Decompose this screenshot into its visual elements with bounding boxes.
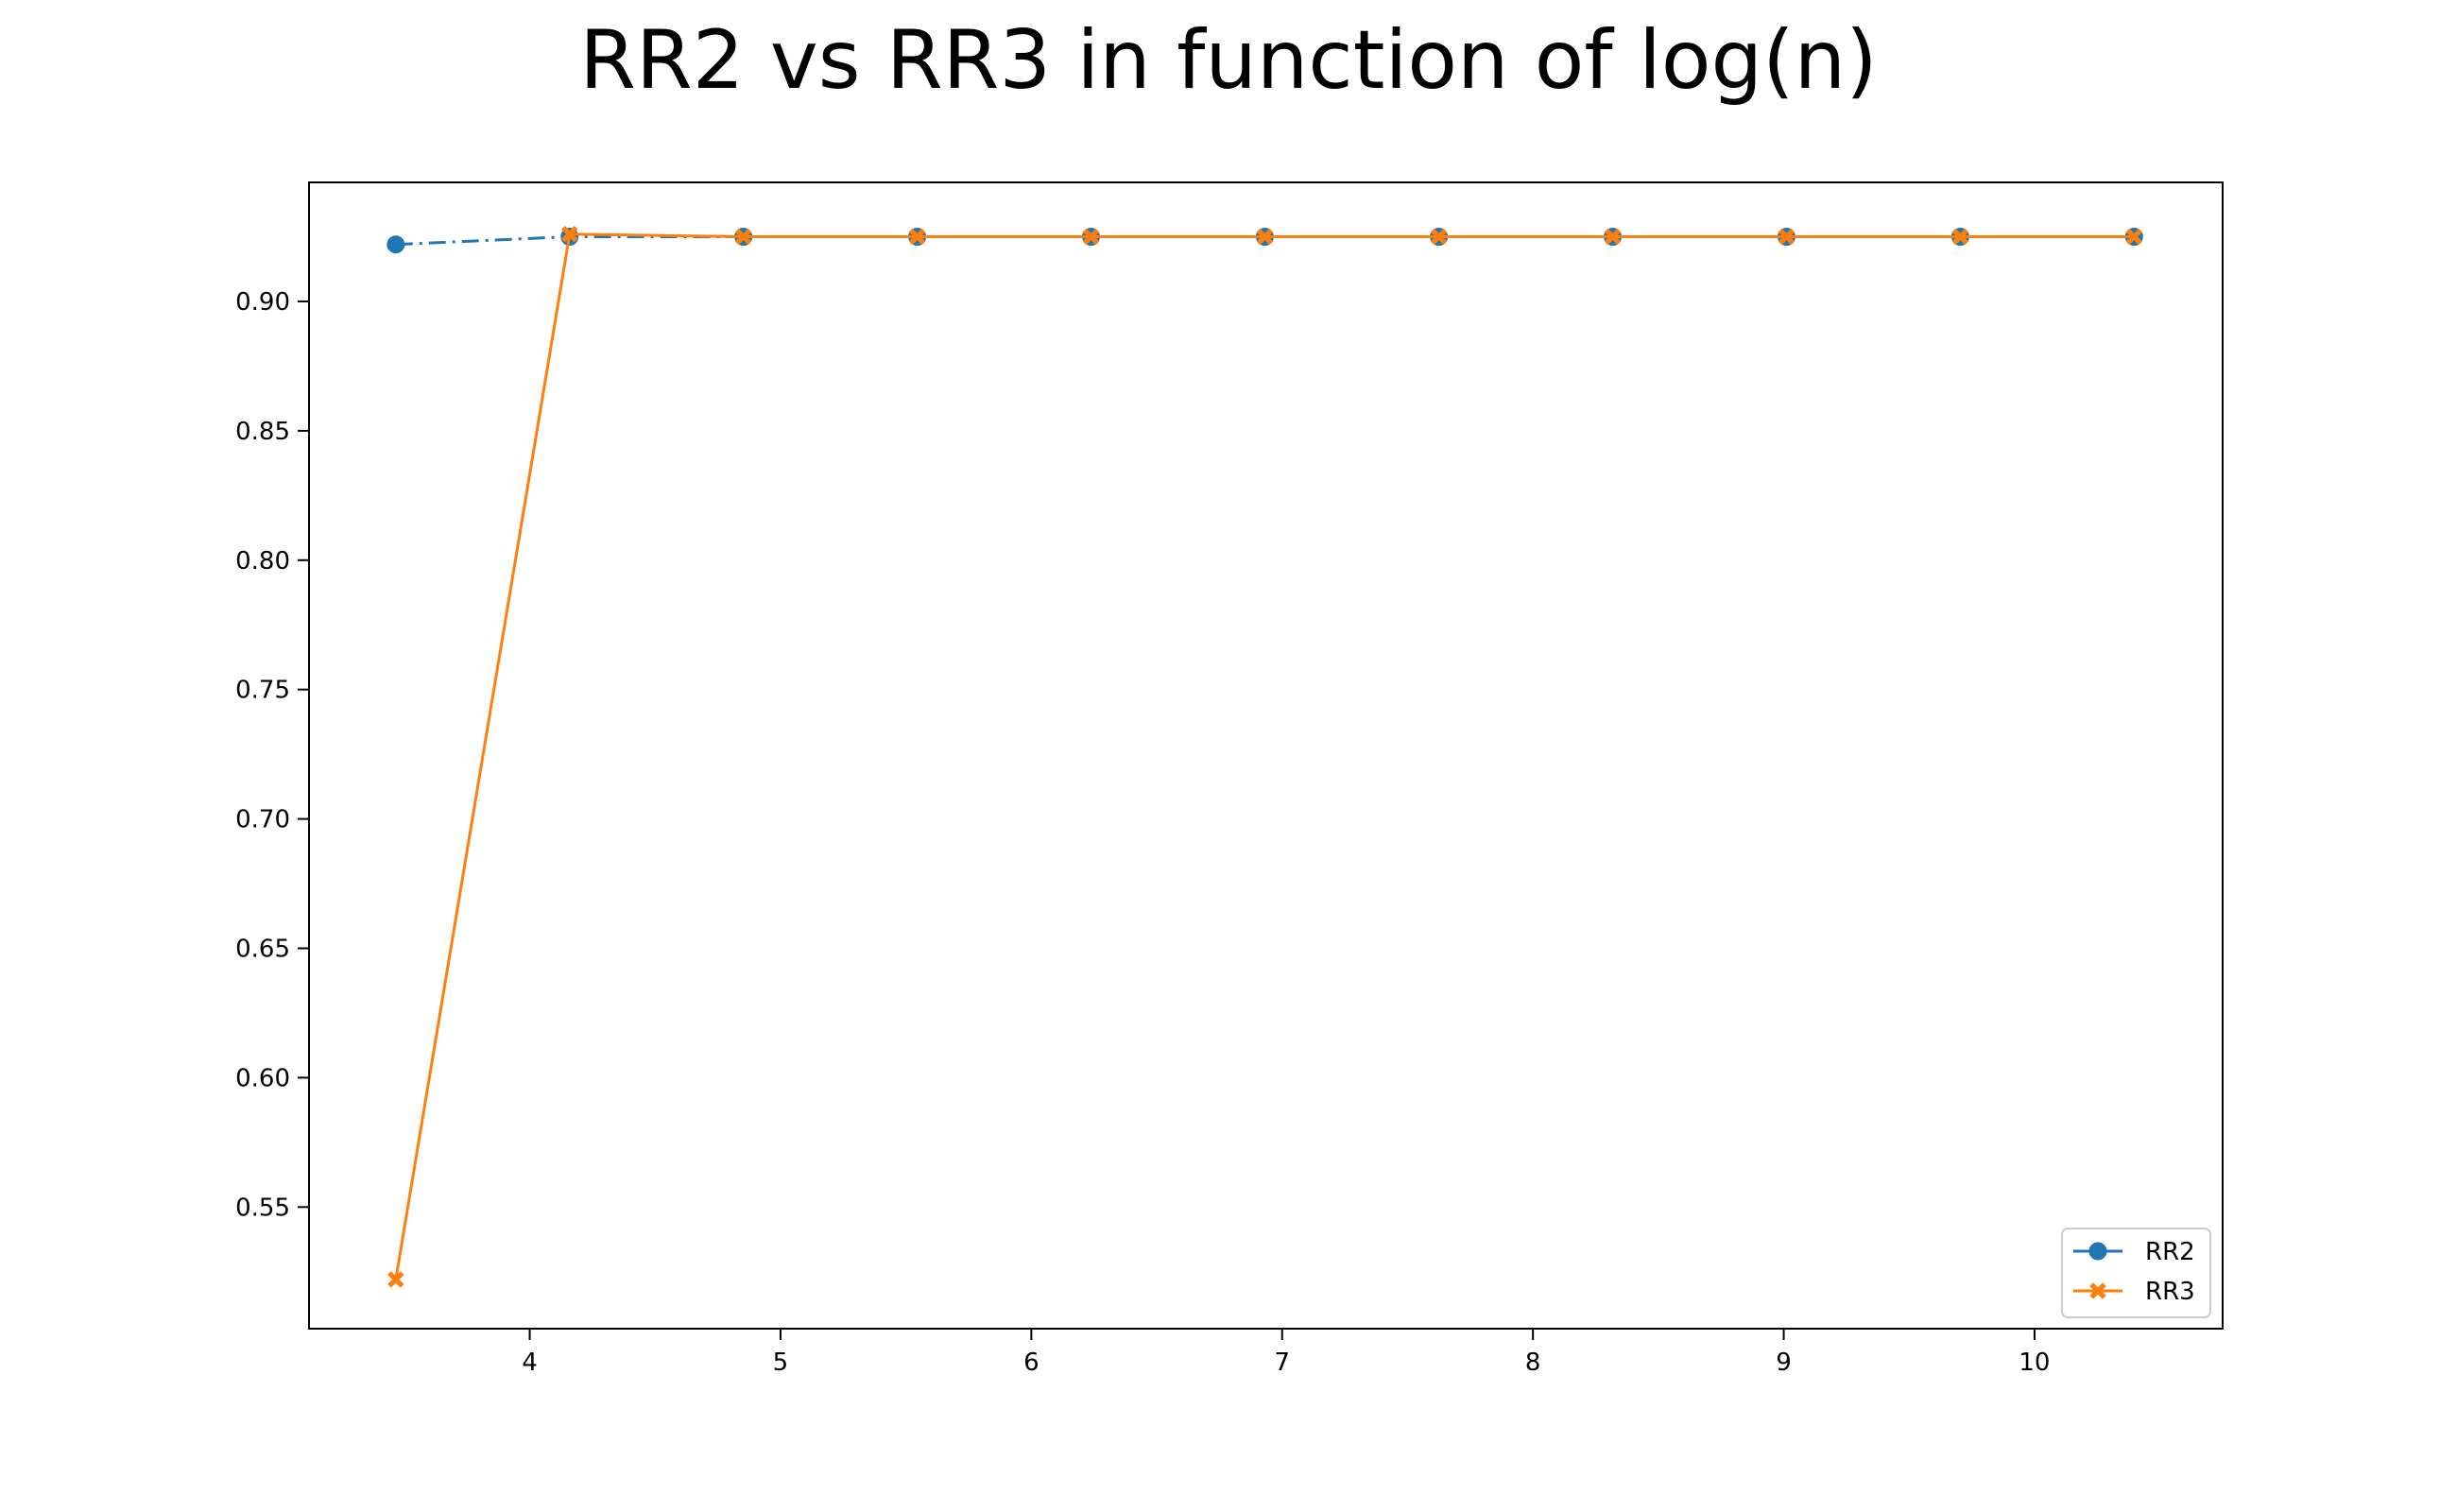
series-rr3 xyxy=(387,226,2143,1288)
data-point-rr3 xyxy=(1082,228,1100,246)
y-tick-label: 0.75 xyxy=(235,677,290,705)
y-tick-label: 0.70 xyxy=(235,806,290,834)
data-point-rr3 xyxy=(2125,228,2143,246)
y-tick-label: 0.55 xyxy=(235,1194,290,1222)
x-tick-label: 8 xyxy=(1525,1349,1541,1377)
y-tick-label: 0.90 xyxy=(235,288,290,317)
data-point-rr3 xyxy=(1430,228,1448,246)
x-tick-label: 10 xyxy=(2019,1349,2050,1377)
legend-label-rr3: RR3 xyxy=(2145,1278,2195,1306)
y-tick-label: 0.80 xyxy=(235,547,290,576)
x-tick-label: 9 xyxy=(1776,1349,1792,1377)
x-tick-label: 5 xyxy=(773,1349,789,1377)
data-point-rr3 xyxy=(908,228,926,246)
data-point-rr3 xyxy=(1778,228,1796,246)
data-point-rr3 xyxy=(387,1271,404,1288)
legend-marker-rr3 xyxy=(2089,1282,2106,1299)
y-axis: 0.55 0.60 0.65 0.70 0.75 0.80 0.85 0.90 xyxy=(235,288,309,1222)
series-rr2 xyxy=(387,228,2143,254)
chart-title: RR2 vs RR3 in function of log(n) xyxy=(579,13,1878,108)
data-point-rr3 xyxy=(1256,228,1274,246)
data-point-rr2 xyxy=(387,235,405,254)
data-point-rr3 xyxy=(1951,228,1969,246)
y-tick-label: 0.65 xyxy=(235,935,290,963)
y-tick-label: 0.85 xyxy=(235,418,290,446)
x-tick-label: 6 xyxy=(1023,1349,1040,1377)
plot-area xyxy=(308,181,2224,1330)
x-tick-label: 7 xyxy=(1274,1349,1290,1377)
y-tick-label: 0.60 xyxy=(235,1064,290,1092)
series-layer xyxy=(387,226,2143,1288)
legend-label-rr2: RR2 xyxy=(2145,1238,2195,1266)
data-point-rr3 xyxy=(734,228,752,246)
legend-marker-rr2 xyxy=(2088,1242,2107,1261)
data-point-rr3 xyxy=(1604,228,1622,246)
data-point-rr3 xyxy=(561,226,578,243)
x-tick-label: 4 xyxy=(522,1349,538,1377)
x-axis: 4 5 6 7 8 9 10 xyxy=(522,1329,2050,1377)
series-line-rr3 xyxy=(394,232,2135,1280)
